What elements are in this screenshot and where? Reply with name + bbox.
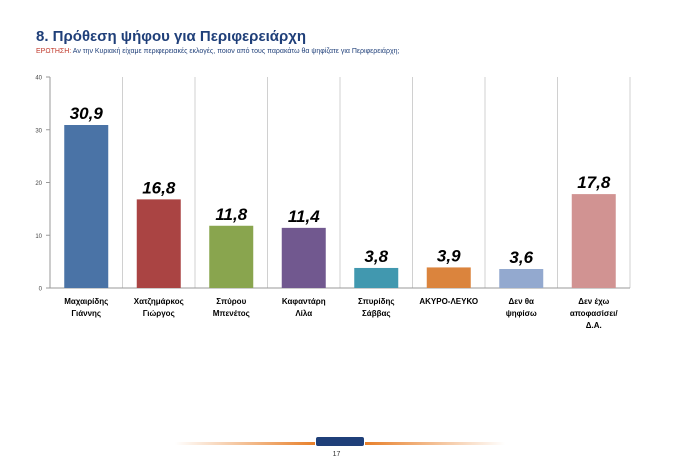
question-text: Αν την Κυριακή είχαμε περιφερειακές εκλο… — [72, 48, 400, 55]
category-label-line: αποφασίσει/ — [570, 309, 619, 318]
bar — [571, 194, 616, 288]
bar — [426, 267, 471, 288]
category-label-line: Σπύρου — [216, 297, 246, 306]
category-label-line: Καφαντάρη — [282, 297, 326, 306]
bar — [281, 227, 326, 288]
bar-value-label: 17,8 — [577, 173, 611, 192]
category-label: Μαχαιρίδης Γιάννης — [64, 297, 108, 318]
company-logo — [316, 437, 364, 446]
category-label-line: Σάββας — [362, 309, 391, 318]
category-label-line: Λίλα — [295, 309, 312, 318]
bar — [209, 225, 254, 288]
category-label-line: Δεν έχω — [578, 297, 609, 306]
category-label-line: Γιώργος — [143, 309, 175, 318]
category-label: Σπυρίδης Σάββας — [358, 297, 395, 318]
bar-value-label: 16,8 — [142, 178, 176, 197]
bar-value-label: 3,8 — [364, 247, 388, 266]
category-label: Χατζημάρκος Γιώργος — [134, 297, 184, 318]
y-tick-label: 0 — [39, 287, 43, 293]
bar — [354, 267, 399, 288]
category-label: Δεν θα ψηφίσω — [506, 297, 537, 318]
bar — [136, 199, 181, 288]
footer-divider-left — [175, 442, 315, 445]
bar-value-label: 11,4 — [288, 207, 320, 226]
page-title: 8. Πρόθεση ψήφου για Περιφερειάρχη — [36, 28, 307, 45]
category-label-line: Δεν θα — [509, 297, 535, 306]
survey-question: ΕΡΩΤΗΣΗ: Αν την Κυριακή είχαμε περιφερει… — [36, 48, 399, 55]
y-tick-label: 30 — [35, 128, 42, 134]
category-label: Καφαντάρη Λίλα — [282, 297, 326, 318]
category-label-line: Δ.Α. — [586, 321, 602, 330]
category-label-line: Σπυρίδης — [358, 297, 395, 306]
category-label-line: Μαχαιρίδης — [64, 297, 108, 306]
y-tick-label: 20 — [35, 181, 42, 187]
category-label: Δεν έχω αποφασίσει/Δ.Α. — [570, 297, 619, 330]
category-label-line: Χατζημάρκος — [134, 297, 184, 306]
bar-value-label: 30,9 — [70, 104, 104, 123]
question-label: ΕΡΩΤΗΣΗ: — [36, 48, 72, 55]
category-label: Σπύρου Μπενέτος — [213, 297, 250, 318]
category-label-line: ΑΚΥΡΟ-ΛΕΥΚΟ — [419, 297, 478, 306]
bar-value-label: 3,9 — [437, 246, 461, 265]
category-label-line: ψηφίσω — [506, 309, 537, 318]
bar-value-label: 3,6 — [509, 248, 533, 267]
page-number: 17 — [332, 451, 341, 458]
bar-value-label: 11,8 — [215, 205, 247, 224]
bar — [64, 125, 109, 288]
footer-divider-right — [365, 442, 505, 445]
category-label-line: Γιάννης — [71, 309, 101, 318]
category-label-line: Μπενέτος — [213, 309, 250, 318]
category-label: ΑΚΥΡΟ-ΛΕΥΚΟ — [419, 297, 478, 306]
bar — [499, 269, 544, 288]
y-tick-label: 40 — [35, 76, 42, 82]
y-tick-label: 10 — [35, 234, 42, 240]
